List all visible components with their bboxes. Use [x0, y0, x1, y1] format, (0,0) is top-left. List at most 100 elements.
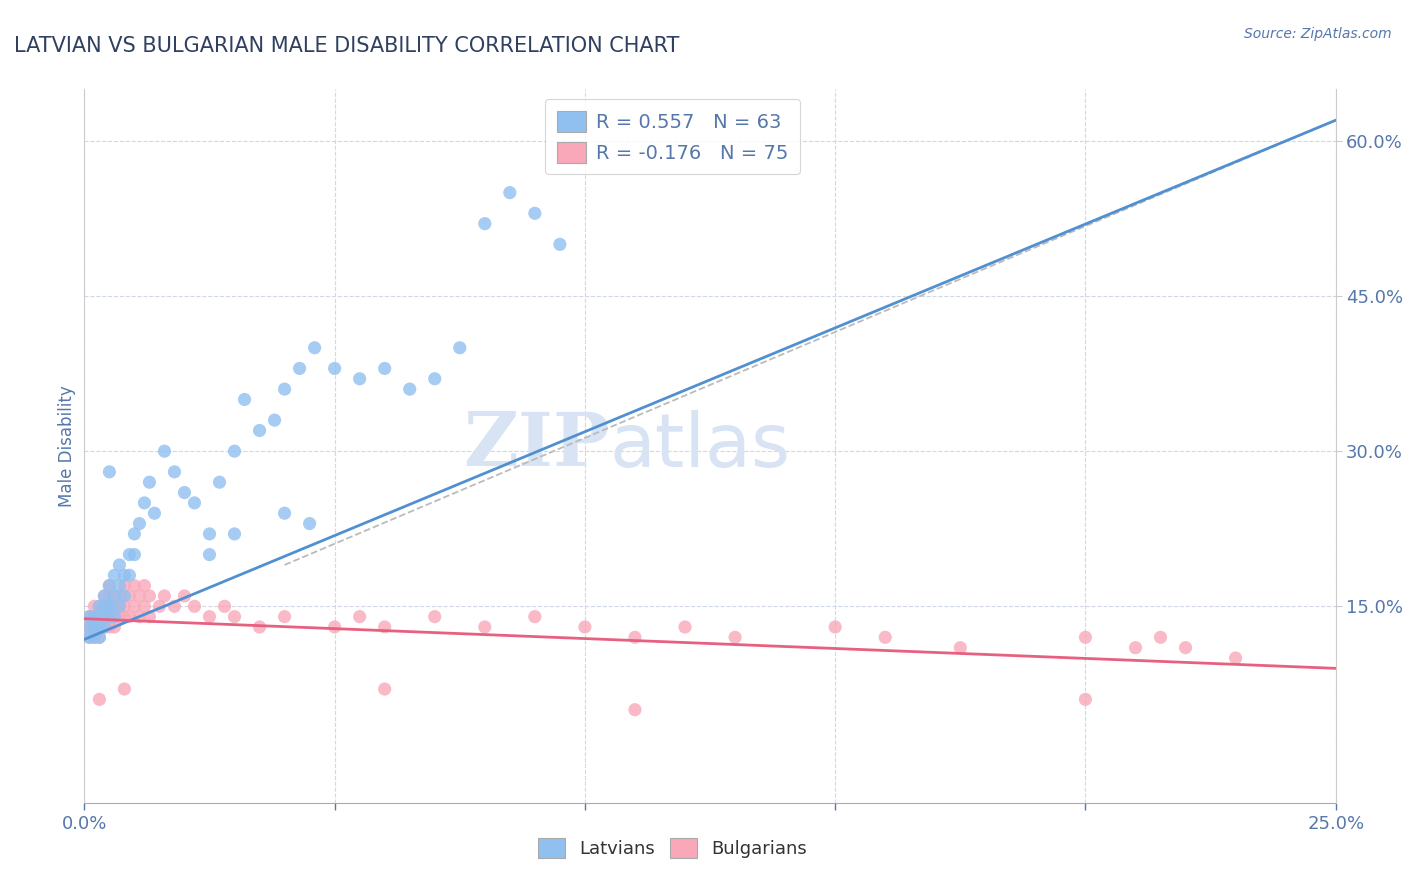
Point: [98, 579, 121, 593]
Point: [153, 589, 176, 603]
Point: [98, 599, 121, 614]
Point: [98, 609, 121, 624]
Point: [499, 186, 522, 200]
Point: [124, 527, 146, 541]
Point: [112, 681, 135, 696]
Y-axis label: Male Disability: Male Disability: [58, 385, 76, 507]
Point: [93, 599, 115, 614]
Point: [112, 568, 135, 582]
Point: [273, 609, 295, 624]
Point: [83, 620, 105, 634]
Point: [143, 506, 166, 520]
Point: [208, 475, 231, 490]
Point: [153, 444, 176, 458]
Point: [124, 548, 146, 562]
Point: [673, 620, 696, 634]
Point: [79, 620, 101, 634]
Point: [89, 599, 111, 614]
Point: [103, 609, 125, 624]
Point: [298, 516, 321, 531]
Point: [173, 589, 195, 603]
Point: [523, 206, 546, 220]
Point: [98, 579, 121, 593]
Point: [93, 620, 115, 634]
Point: [138, 475, 160, 490]
Point: [98, 589, 121, 603]
Point: [224, 609, 246, 624]
Point: [108, 609, 131, 624]
Point: [183, 599, 205, 614]
Point: [98, 599, 121, 614]
Point: [98, 465, 121, 479]
Point: [474, 620, 496, 634]
Point: [118, 568, 141, 582]
Point: [875, 630, 897, 644]
Point: [1074, 692, 1097, 706]
Point: [724, 630, 747, 644]
Point: [288, 361, 311, 376]
Point: [173, 485, 195, 500]
Point: [198, 527, 221, 541]
Point: [83, 620, 105, 634]
Point: [108, 579, 131, 593]
Point: [83, 609, 105, 624]
Point: [163, 465, 186, 479]
Point: [79, 620, 101, 634]
Point: [103, 620, 125, 634]
Point: [89, 630, 111, 644]
Point: [118, 609, 141, 624]
Point: [949, 640, 972, 655]
Point: [128, 516, 150, 531]
Point: [83, 630, 105, 644]
Point: [198, 548, 221, 562]
Point: [148, 599, 170, 614]
Point: [349, 372, 371, 386]
Point: [323, 361, 346, 376]
Point: [83, 609, 105, 624]
Point: [198, 609, 221, 624]
Point: [83, 599, 105, 614]
Point: [124, 599, 146, 614]
Point: [83, 620, 105, 634]
Point: [103, 609, 125, 624]
Point: [233, 392, 256, 407]
Point: [214, 599, 236, 614]
Point: [134, 599, 156, 614]
Point: [79, 630, 101, 644]
Point: [323, 620, 346, 634]
Point: [548, 237, 571, 252]
Point: [1225, 651, 1247, 665]
Point: [89, 630, 111, 644]
Text: ZIP: ZIP: [464, 409, 610, 483]
Point: [108, 558, 131, 572]
Point: [124, 579, 146, 593]
Point: [134, 579, 156, 593]
Point: [138, 609, 160, 624]
Point: [103, 599, 125, 614]
Point: [93, 620, 115, 634]
Point: [374, 361, 396, 376]
Point: [824, 620, 846, 634]
Point: [93, 589, 115, 603]
Point: [423, 609, 446, 624]
Point: [93, 589, 115, 603]
Point: [89, 609, 111, 624]
Point: [93, 609, 115, 624]
Point: [79, 609, 101, 624]
Point: [112, 599, 135, 614]
Point: [249, 620, 271, 634]
Point: [398, 382, 420, 396]
Point: [83, 620, 105, 634]
Point: [79, 620, 101, 634]
Point: [423, 372, 446, 386]
Point: [98, 609, 121, 624]
Point: [89, 609, 111, 624]
Point: [138, 589, 160, 603]
Point: [79, 630, 101, 644]
Point: [523, 609, 546, 624]
Point: [108, 599, 131, 614]
Point: [83, 630, 105, 644]
Point: [93, 609, 115, 624]
Point: [163, 599, 186, 614]
Point: [112, 589, 135, 603]
